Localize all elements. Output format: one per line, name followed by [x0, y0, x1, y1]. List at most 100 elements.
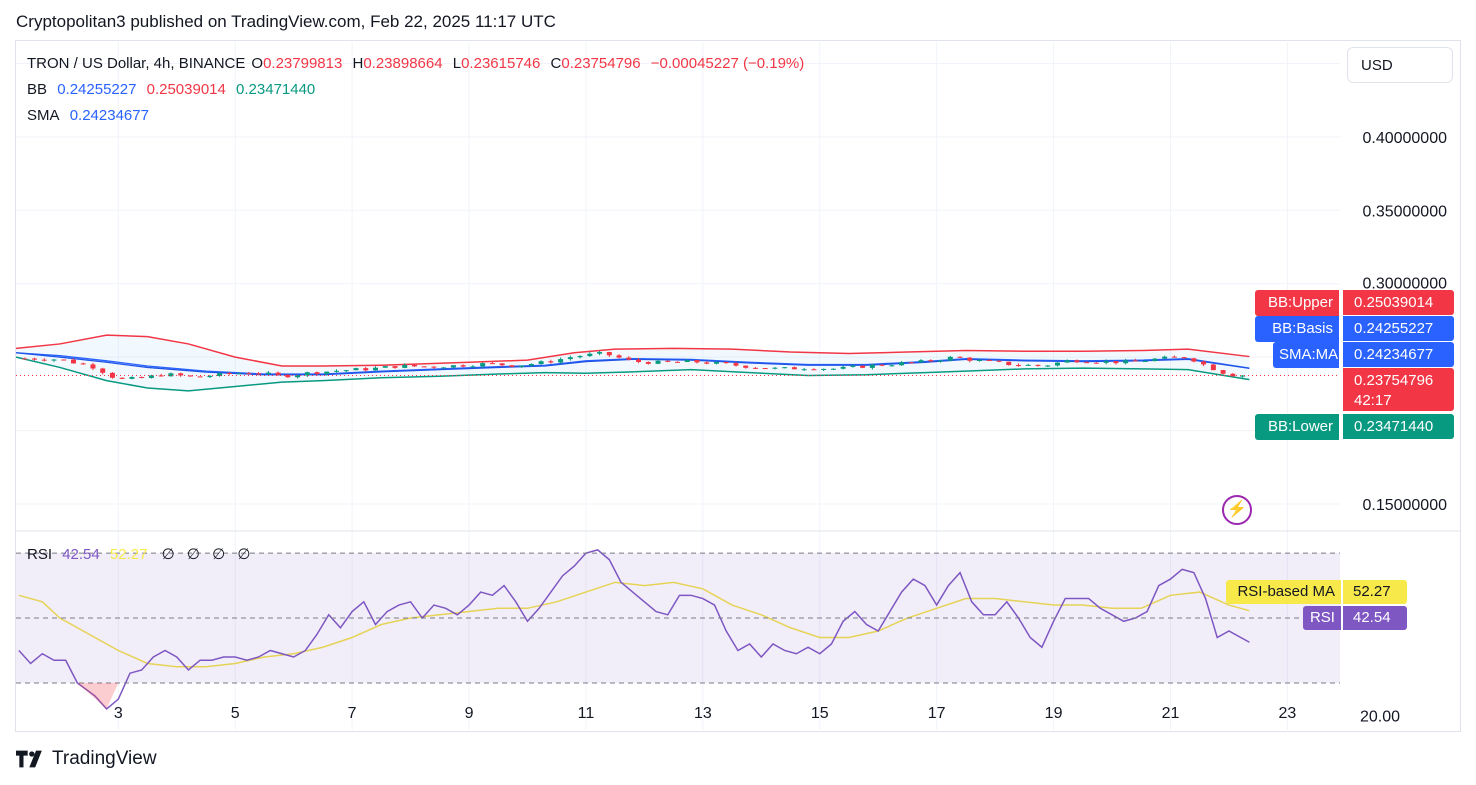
- candle-body: [733, 363, 739, 366]
- change-value: −0.00045227 (−0.19%): [650, 55, 805, 72]
- empty-value-1: ∅: [161, 546, 175, 563]
- price-tag-value: 0.24255227: [1343, 316, 1454, 341]
- price-tag-value: 0.23754796 42:17: [1343, 368, 1454, 411]
- candle-body: [645, 361, 651, 364]
- candle-body: [265, 372, 271, 374]
- candle-body: [1025, 364, 1031, 366]
- x-tick-label: 9: [465, 705, 474, 722]
- sma-line: [15, 352, 1250, 376]
- candle-body: [431, 366, 437, 368]
- tradingview-footer[interactable]: TradingView: [16, 748, 157, 770]
- candle-body: [850, 365, 856, 367]
- candle-body: [119, 377, 125, 379]
- candle-body: [207, 376, 213, 378]
- y-tick-label: 0.15000000: [1362, 497, 1447, 514]
- price-tag-label: SMA:MA: [1273, 342, 1339, 368]
- candle-body: [1006, 361, 1012, 366]
- candle-body: [324, 371, 330, 374]
- open-label: O: [251, 55, 264, 72]
- candle-body: [597, 352, 603, 354]
- rsi-tag-label: RSI-based MA: [1225, 580, 1341, 604]
- candle-body: [655, 360, 661, 364]
- candle-body: [1162, 356, 1168, 359]
- empty-value-2: ∅: [186, 546, 200, 563]
- candle-body: [314, 372, 320, 374]
- candle-body: [70, 359, 76, 364]
- candle-body: [1074, 360, 1080, 363]
- candle-body: [489, 363, 495, 365]
- bb-legend[interactable]: BB 0.24255227 0.25039014 0.23471440: [27, 81, 321, 98]
- candle-body: [636, 359, 642, 362]
- x-axis: 3 5 7 9 11 13 15 17 19 21 23: [114, 705, 1297, 722]
- candle-body: [606, 352, 612, 356]
- bb-lower-value: 0.23471440: [236, 81, 316, 98]
- candle-body: [168, 373, 174, 377]
- sma-legend[interactable]: SMA 0.24234677: [27, 107, 155, 124]
- candle-body: [1132, 360, 1138, 362]
- x-tick-label: 23: [1278, 705, 1296, 722]
- rsi-tag-value: 52.27: [1343, 580, 1407, 604]
- candle-body: [869, 364, 875, 368]
- candle-body: [421, 366, 427, 368]
- candle-body: [879, 364, 885, 366]
- footer-brand: TradingView: [52, 748, 157, 769]
- price-tag-label: BB:Basis: [1255, 316, 1339, 342]
- y-tick-label: 0.35000000: [1362, 203, 1447, 220]
- candle-body: [1152, 358, 1158, 362]
- high-label: H: [352, 55, 364, 72]
- candle-body: [100, 368, 106, 373]
- lightning-icon[interactable]: ⚡: [1222, 495, 1252, 525]
- countdown: 42:17: [1354, 392, 1392, 409]
- candle-body: [411, 364, 417, 367]
- candle-body: [957, 356, 963, 358]
- candle-body: [675, 361, 681, 363]
- candle-body: [616, 355, 622, 358]
- low-label: L: [452, 55, 462, 72]
- candle-body: [811, 369, 817, 371]
- symbol-title: TRON / US Dollar, 4h, BINANCE: [27, 55, 246, 72]
- candle-body: [665, 360, 671, 362]
- candle-body: [713, 361, 719, 364]
- candle-body: [821, 368, 827, 370]
- candle-body: [217, 372, 223, 377]
- candle-body: [178, 373, 184, 376]
- candle-body: [246, 373, 252, 375]
- candle-body: [372, 367, 378, 371]
- chart-frame: [15, 40, 1461, 732]
- candle-body: [80, 363, 86, 365]
- candle-body: [558, 359, 564, 363]
- rsi-legend[interactable]: RSI 42.54 52.27 ∅ ∅ ∅ ∅: [27, 545, 250, 563]
- candle-body: [1084, 362, 1090, 364]
- tradingview-logo-icon: [16, 750, 42, 768]
- candle-body: [256, 373, 262, 375]
- candle-body: [158, 375, 164, 377]
- candle-body: [197, 376, 203, 378]
- bb-basis-value: 0.24255227: [57, 81, 137, 98]
- candle-body: [148, 375, 154, 378]
- bb-upper-line: [15, 334, 1250, 367]
- bb-upper-value: 0.25039014: [146, 81, 226, 98]
- candle-body: [353, 368, 359, 371]
- candle-body: [1113, 361, 1119, 364]
- candle-body: [295, 375, 301, 378]
- empty-value-4: ∅: [237, 546, 251, 563]
- candle-body: [285, 374, 291, 378]
- candle-body: [694, 360, 700, 363]
- candle-body: [908, 362, 914, 364]
- candle-body: [889, 365, 895, 367]
- candle-body: [977, 360, 983, 362]
- candle-body: [22, 358, 28, 360]
- candle-body: [392, 366, 398, 368]
- currency-button[interactable]: USD: [1347, 47, 1453, 83]
- rsi-ma-line: [18, 581, 1250, 668]
- ohlc-legend: TRON / US Dollar, 4h, BINANCE O0.23799813…: [27, 55, 810, 72]
- candle-body: [480, 363, 486, 367]
- candle-body: [1220, 370, 1226, 374]
- candle-body: [723, 361, 729, 364]
- candle-body: [1210, 364, 1216, 371]
- y-tick-partial: 0.30000000: [1362, 276, 1447, 293]
- candle-body: [986, 360, 992, 362]
- candle-body: [743, 365, 749, 368]
- candle-body: [928, 360, 934, 362]
